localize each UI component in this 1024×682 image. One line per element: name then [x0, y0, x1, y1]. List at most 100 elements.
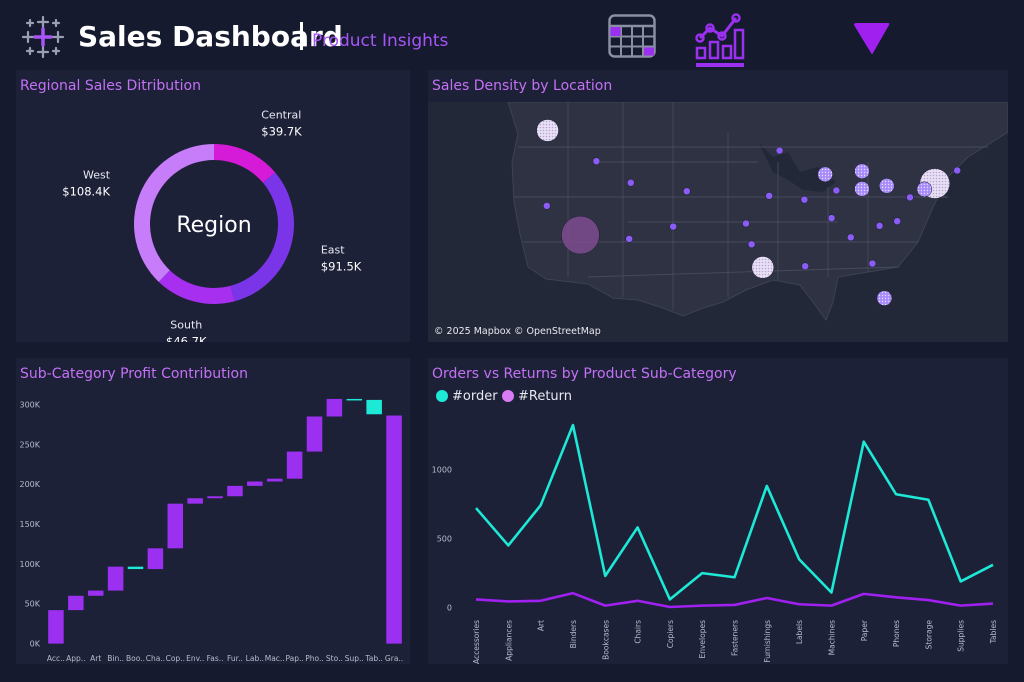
waterfall-xtick: Cop.. [166, 654, 185, 663]
donut-slice-central[interactable] [214, 144, 276, 183]
regional-sales-title: Regional Sales Ditribution [20, 78, 201, 94]
location-bubble[interactable] [536, 119, 559, 142]
line-xtick: Binders [569, 620, 578, 648]
location-bubble[interactable] [765, 192, 773, 200]
waterfall-xtick: Acc.. [47, 654, 65, 663]
map-attribution: © 2025 Mapbox © OpenStreetMap [434, 326, 601, 337]
sales-density-panel: Sales Density by Location [428, 70, 1008, 342]
location-bubble[interactable] [801, 262, 809, 270]
donut-label-west: West [83, 168, 111, 181]
location-bubble[interactable] [916, 181, 933, 198]
waterfall-ytick: 300K [19, 400, 40, 409]
location-bubble[interactable] [625, 235, 633, 243]
donut-slice-south[interactable] [158, 270, 235, 304]
location-bubble[interactable] [847, 233, 855, 242]
waterfall-bar[interactable] [187, 498, 203, 504]
line-ytick: 500 [437, 535, 452, 544]
waterfall-ytick: 150K [19, 520, 40, 529]
waterfall-bar[interactable] [167, 503, 184, 549]
line-xtick: Bookcases [601, 620, 610, 660]
line-xtick: Appliances [504, 620, 513, 661]
waterfall-xtick: Tab.. [364, 654, 382, 663]
location-bubble[interactable] [876, 290, 893, 306]
line-xtick: Accessories [472, 620, 481, 664]
location-bubble[interactable] [742, 219, 750, 228]
donut-slice-east[interactable] [230, 172, 294, 302]
us-map[interactable]: © 2025 Mapbox © OpenStreetMap [428, 102, 1008, 342]
donut-label-central: Central [261, 108, 301, 121]
waterfall-xtick: Fas.. [207, 654, 224, 663]
waterfall-bar[interactable] [286, 451, 303, 479]
waterfall-bar[interactable] [386, 415, 402, 644]
waterfall-bar[interactable] [207, 496, 223, 499]
donut-slice-west[interactable] [134, 144, 214, 282]
waterfall-bar[interactable] [147, 548, 164, 570]
location-bubble[interactable] [683, 187, 691, 195]
location-bubble[interactable] [627, 179, 635, 187]
page-title: Sales Dashboard [78, 20, 343, 53]
location-bubble[interactable] [561, 215, 600, 255]
profit-contribution-panel: Sub-Category Profit Contribution 0K 50K 10… [16, 358, 410, 664]
location-bubbles [536, 119, 961, 306]
location-bubble[interactable] [953, 166, 961, 175]
regional-sales-panel: Regional Sales Ditribution Central $39.7K… [16, 70, 410, 342]
waterfall-bar[interactable] [87, 590, 104, 596]
waterfall-bar[interactable] [247, 481, 263, 486]
waterfall-bar[interactable] [326, 398, 343, 417]
us-landmass [507, 102, 1008, 322]
series-line-return[interactable] [475, 591, 994, 609]
location-bubble[interactable] [592, 157, 601, 165]
location-bubble[interactable] [817, 166, 833, 183]
filter-triangle-down-icon[interactable] [852, 22, 892, 56]
location-bubble[interactable] [906, 193, 914, 202]
waterfall-ytick: 100K [19, 560, 40, 569]
location-bubble[interactable] [832, 186, 841, 195]
location-bubble[interactable] [854, 181, 870, 197]
waterfall-xtick: App.. [66, 654, 85, 663]
line-xtick: Fasteners [731, 620, 740, 656]
waterfall-ytick: 50K [25, 600, 41, 609]
waterfall-ytick: 0K [30, 640, 41, 649]
waterfall-bar[interactable] [227, 485, 243, 497]
location-bubble[interactable] [854, 163, 870, 179]
table-grid-icon[interactable] [608, 14, 656, 58]
line-xtick: Chairs [634, 620, 643, 644]
legend-label: #order [452, 389, 498, 404]
location-bubble[interactable] [868, 259, 877, 268]
donut-value-south: $46.7K [166, 335, 207, 342]
location-bubble[interactable] [775, 146, 784, 155]
location-bubble[interactable] [879, 178, 895, 194]
location-bubble[interactable] [543, 202, 551, 210]
waterfall-xtick: Fur.. [227, 654, 243, 663]
waterfall-bar[interactable] [366, 399, 382, 415]
waterfall-xtick: Bin.. [107, 654, 124, 663]
series-line-order[interactable] [475, 423, 994, 601]
waterfall-xtick: Sto.. [326, 654, 343, 663]
waterfall-xtick: Env.. [186, 654, 204, 663]
location-bubble[interactable] [751, 256, 775, 279]
location-bubble[interactable] [827, 214, 836, 222]
waterfall-ytick: 200K [19, 480, 40, 489]
line-bar-chart-icon[interactable] [694, 10, 746, 68]
waterfall-bar[interactable] [127, 566, 144, 570]
waterfall-xtick: Mac.. [265, 654, 285, 663]
location-bubble[interactable] [893, 217, 901, 225]
location-bubble[interactable] [669, 222, 677, 231]
location-bubble[interactable] [875, 222, 884, 230]
line-xtick: Supplies [957, 620, 966, 652]
line-ytick: 0 [447, 604, 452, 613]
location-bubble[interactable] [800, 195, 809, 204]
waterfall-bar[interactable] [107, 566, 124, 591]
waterfall-bar[interactable] [48, 610, 64, 644]
donut-value-east: $91.5K [321, 260, 362, 274]
waterfall-bar[interactable] [346, 398, 363, 401]
waterfall-bar[interactable] [306, 416, 323, 452]
location-bubble[interactable] [747, 240, 756, 249]
tableau-logo [21, 15, 65, 59]
waterfall-xtick: Boo.. [126, 654, 145, 663]
legend-swatch [436, 390, 448, 402]
waterfall-bar[interactable] [266, 478, 283, 482]
waterfall-bar[interactable] [68, 595, 84, 611]
legend-swatch [502, 390, 514, 402]
line-ytick: 1000 [432, 465, 452, 474]
